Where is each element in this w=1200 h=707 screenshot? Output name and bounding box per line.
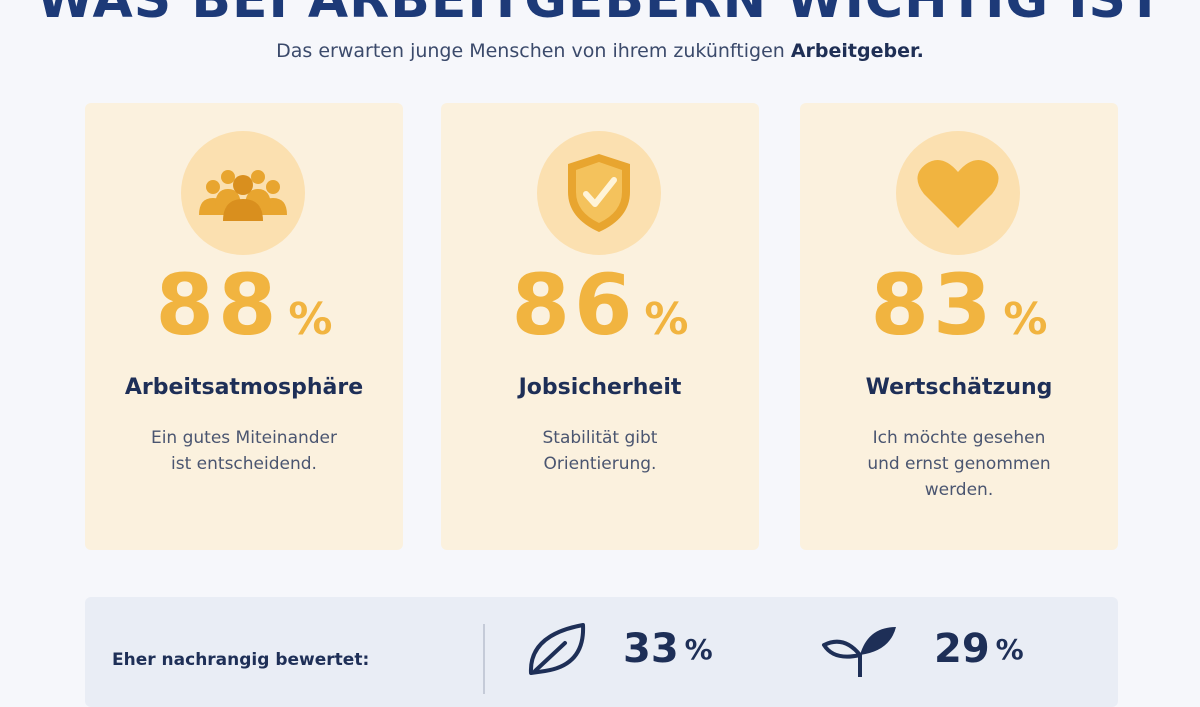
secondary-label: Eher nachrangig bewertet: xyxy=(112,650,370,670)
card-wertschaetzung: 83% Wertschätzung Ich möchte gesehen und… xyxy=(800,103,1118,550)
percentage-unit: % xyxy=(644,294,689,345)
secondary-stat: 33% xyxy=(525,621,713,677)
secondary-panel: Eher nachrangig bewertet: 33% 29% xyxy=(85,597,1118,707)
card-description: Stabilität gibt Orientierung. xyxy=(461,425,739,477)
leaf-icon xyxy=(528,623,586,675)
subtitle-text: Das erwarten junge Menschen von ihrem zu… xyxy=(276,40,791,62)
card-heading: Jobsicherheit xyxy=(518,375,682,400)
secondary-stat: 29% xyxy=(820,621,1024,677)
stat-unit: % xyxy=(684,632,713,666)
percentage: 86% xyxy=(441,263,759,347)
page-title: WAS BEI ARBEITGEBERN WICHTIG IST xyxy=(36,0,1164,30)
desc-line: und ernst genommen xyxy=(867,454,1051,474)
card-arbeitsatmosphaere: 88% Arbeitsatmosphäre Ein gutes Miteinan… xyxy=(85,103,403,550)
page-subtitle: Das erwarten junge Menschen von ihrem zu… xyxy=(0,40,1200,62)
plant-sprout-icon xyxy=(822,627,896,677)
icon-badge xyxy=(896,131,1020,255)
stat-value: 29 xyxy=(934,626,990,672)
subtitle-emphasis: Arbeitgeber. xyxy=(790,40,924,62)
icon-badge xyxy=(181,131,305,255)
group-people-icon xyxy=(199,170,287,221)
icon-badge xyxy=(537,131,661,255)
percentage-unit: % xyxy=(288,294,333,345)
card-heading: Wertschätzung xyxy=(865,375,1053,400)
card-jobsicherheit: 86% Jobsicherheit Stabilität gibt Orient… xyxy=(441,103,759,550)
card-heading: Arbeitsatmosphäre xyxy=(124,375,364,400)
percentage: 88% xyxy=(85,263,403,347)
desc-line: ist entscheidend. xyxy=(171,454,317,474)
desc-line: Ein gutes Miteinander xyxy=(150,428,338,448)
percentage-value: 86 xyxy=(511,256,637,354)
stat-value: 33 xyxy=(623,626,679,672)
heart-icon xyxy=(917,159,999,228)
card-description: Ich möchte gesehen und ernst genommen we… xyxy=(820,425,1098,503)
desc-line: Stabilität gibt xyxy=(542,428,658,448)
desc-line: Ich möchte gesehen xyxy=(872,428,1046,448)
percentage-value: 83 xyxy=(870,256,996,354)
stat-unit: % xyxy=(995,632,1024,666)
percentage-value: 88 xyxy=(155,256,281,354)
divider xyxy=(483,624,485,694)
card-description: Ein gutes Miteinander ist entscheidend. xyxy=(105,425,383,477)
percentage-unit: % xyxy=(1003,294,1048,345)
desc-line: Orientierung. xyxy=(543,454,657,474)
desc-line: werden. xyxy=(924,480,994,500)
percentage: 83% xyxy=(800,263,1118,347)
shield-check-icon xyxy=(568,154,630,232)
